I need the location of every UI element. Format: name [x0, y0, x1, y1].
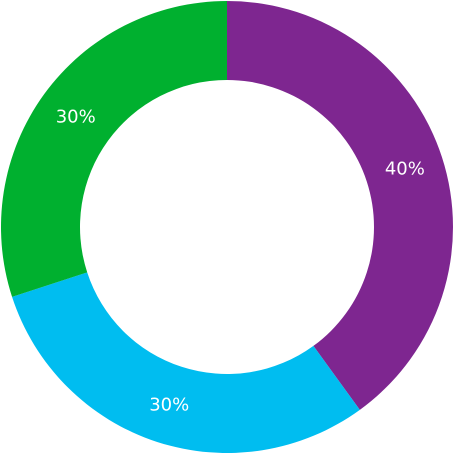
donut-slice-3	[0, 1, 228, 297]
donut-slice-1	[227, 1, 453, 410]
donut-slice-label-1: 40%	[385, 159, 425, 180]
donut-slice-label-3: 30%	[56, 107, 96, 128]
donut-slice-2	[12, 272, 360, 453]
donut-slice-label-2: 30%	[149, 394, 189, 415]
donut-labels: 40% 30% 30%	[56, 107, 425, 416]
